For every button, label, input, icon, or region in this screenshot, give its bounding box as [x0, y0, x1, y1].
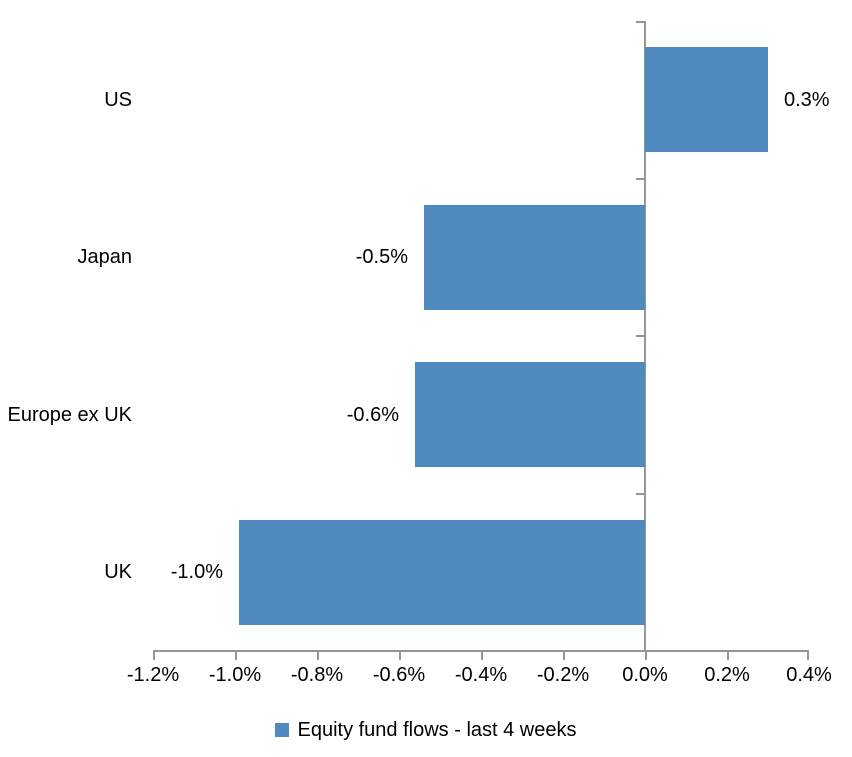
x-axis-tick — [399, 650, 401, 660]
x-tick-label: -1.2% — [126, 664, 180, 686]
x-axis-tick — [235, 650, 237, 660]
x-tick-label: 0.2% — [704, 664, 750, 686]
x-axis-tick — [645, 650, 647, 660]
data-label: -0.5% — [355, 246, 408, 268]
category-label: Japan — [77, 246, 133, 268]
y-axis-tick — [636, 335, 644, 337]
legend-label: Equity fund flows - last 4 weeks — [297, 719, 577, 741]
bar-uk — [239, 520, 645, 625]
x-axis-tick — [807, 650, 809, 660]
y-axis-tick — [636, 21, 644, 23]
x-tick-label: -0.4% — [454, 664, 508, 686]
zero-axis-line — [644, 21, 646, 651]
category-label: UK — [104, 561, 132, 583]
x-axis-tick — [563, 650, 565, 660]
data-label: 0.3% — [784, 89, 830, 111]
x-axis-tick — [153, 650, 155, 660]
x-axis-tick — [317, 650, 319, 660]
bar-us — [645, 47, 768, 152]
legend-marker-icon — [275, 723, 290, 737]
category-label: US — [104, 89, 132, 111]
legend: Equity fund flows - last 4 weeks — [0, 717, 852, 743]
bar-europe-ex-uk — [415, 362, 645, 467]
x-tick-label: -0.6% — [372, 664, 426, 686]
x-axis-labels: -1.2% -1.0% -0.8% -0.6% -0.4% -0.2% 0.0% 0.2% 0.… — [0, 663, 852, 687]
x-tick-label: -1.0% — [208, 664, 262, 686]
x-tick-label: -0.8% — [290, 664, 344, 686]
x-tick-label: 0.4% — [786, 664, 832, 686]
bar-japan — [424, 205, 645, 310]
x-tick-label: 0.0% — [622, 664, 668, 686]
plot-area: 0.3% -0.5% -0.6% -1.0% — [153, 21, 830, 660]
data-label: -0.6% — [346, 404, 399, 426]
x-axis-tick — [727, 650, 729, 660]
category-axis-labels: US Japan Europe ex UK UK — [0, 21, 132, 651]
y-axis-tick — [636, 493, 644, 495]
x-axis-tick — [481, 650, 483, 660]
x-tick-label: -0.2% — [536, 664, 590, 686]
category-label: Europe ex UK — [7, 404, 132, 426]
y-axis-tick — [636, 178, 644, 180]
data-label: -1.0% — [170, 561, 223, 583]
